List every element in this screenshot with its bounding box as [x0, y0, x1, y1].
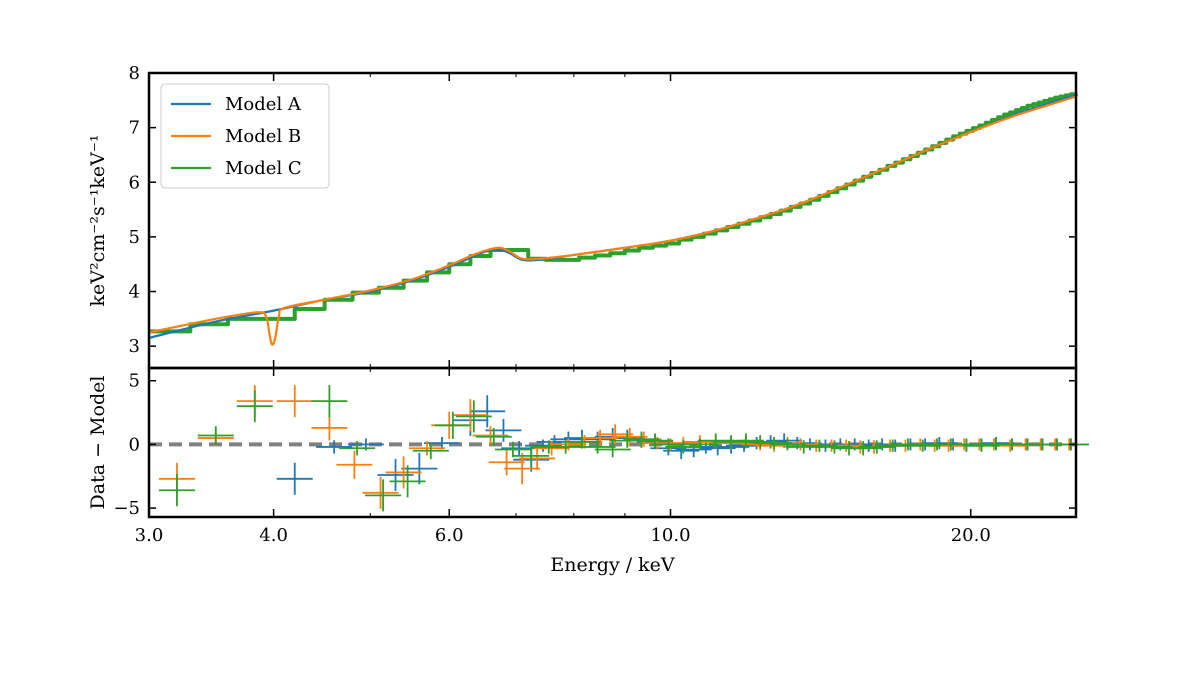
residual-point-model-c [412, 442, 449, 460]
residual-point-model-c [475, 427, 512, 446]
bottom-y-tick-label: 5 [129, 371, 140, 392]
top-y-tick-label: 6 [129, 172, 140, 193]
residual-point-model-c [637, 433, 674, 448]
residual-point-model-a [276, 462, 313, 495]
residual-point-model-b [362, 476, 399, 509]
bottom-y-tick-label: 0 [129, 434, 140, 455]
residual-point-model-c [963, 439, 1000, 452]
residual-point-model-c [727, 433, 764, 448]
residual-point-model-b [452, 399, 489, 432]
residual-point-model-c [845, 441, 882, 456]
residual-point-model-c [339, 441, 376, 456]
residual-point-model-c [579, 440, 616, 454]
residual-point-model-b [276, 385, 313, 418]
residual-point-model-c [434, 411, 471, 439]
series-line-model-b [148, 95, 1077, 346]
residual-point-model-c [756, 437, 793, 450]
residual-point-model-c [801, 439, 838, 452]
residual-point-model-c [365, 479, 402, 512]
residual-point-model-c [697, 433, 734, 448]
residual-point-model-b [472, 426, 509, 445]
residual-point-model-b [336, 450, 373, 479]
legend-box [160, 83, 330, 189]
residual-point-model-c [785, 440, 822, 454]
top-y-tick-label: 3 [129, 336, 140, 357]
bottom-y-tick-label: −5 [113, 498, 140, 519]
residual-point-model-a [469, 395, 506, 428]
legend: Model A Model B Model C [160, 83, 330, 189]
residual-point-model-c [158, 474, 195, 507]
residual-point-model-b [488, 449, 525, 476]
top-y-tick-label: 7 [129, 118, 140, 139]
legend-label-model-a: Model A [225, 94, 302, 115]
x-tick-label: 10.0 [650, 525, 690, 546]
residual-point-model-a [316, 440, 353, 454]
residual-point-model-c [455, 400, 492, 433]
residual-point-model-c [236, 390, 273, 423]
x-tick-label: 6.0 [435, 525, 464, 546]
residual-point-model-c [874, 439, 911, 452]
residual-point-model-b [533, 441, 570, 456]
residuals-panel: −5 0 5 3.0 4.0 6.0 10.0 20.0 Data − Model Ener… [87, 366, 1089, 576]
residual-point-model-c [650, 438, 687, 451]
model-spectrum-panel: 3 4 5 6 7 8 keV²cm⁻²s⁻¹keV⁻¹ Model A Model B … [87, 63, 1078, 370]
residual-point-model-c [594, 441, 631, 458]
series-line-model-c [149, 92, 1078, 334]
residual-points [158, 385, 1089, 512]
top-y-tick-label: 8 [129, 63, 140, 84]
x-tick-label: 4.0 [259, 525, 288, 546]
residual-point-model-b [385, 456, 422, 489]
bottom-x-axis-ticks: 3.0 4.0 6.0 10.0 20.0 [135, 368, 991, 546]
residual-point-model-a [485, 418, 522, 442]
residual-point-model-b [582, 429, 619, 447]
x-tick-label: 20.0 [951, 525, 991, 546]
top-y-axis-label: keV²cm⁻²s⁻¹keV⁻¹ [87, 135, 109, 307]
residual-point-model-b [311, 415, 348, 441]
residual-point-model-b [409, 441, 446, 456]
residual-point-model-c [389, 465, 426, 498]
residual-point-model-b [550, 438, 587, 451]
residual-point-model-c [623, 431, 660, 448]
residual-point-model-c [742, 435, 779, 449]
residual-point-model-b [519, 446, 556, 470]
residual-point-model-c [311, 385, 348, 418]
residual-point-model-c [494, 441, 531, 458]
x-axis-label: Energy / keV [550, 554, 675, 576]
bottom-plot-frame [147, 366, 1078, 519]
residual-point-model-c [197, 426, 234, 445]
x-tick-label: 3.0 [135, 525, 164, 546]
residual-point-model-c [904, 439, 941, 452]
residual-point-model-c [816, 440, 853, 454]
top-y-tick-label: 5 [129, 227, 140, 248]
legend-label-model-c: Model C [225, 158, 302, 179]
bottom-y-axis-label: Data − Model [87, 376, 109, 510]
residual-point-model-c [769, 438, 806, 451]
top-y-tick-label: 4 [129, 282, 140, 303]
model-curves [148, 92, 1078, 346]
legend-label-model-b: Model B [225, 126, 301, 147]
residual-point-model-c [665, 440, 702, 454]
residual-point-model-a [921, 437, 958, 450]
residual-point-model-c [858, 440, 895, 454]
residual-point-model-c [513, 445, 550, 467]
